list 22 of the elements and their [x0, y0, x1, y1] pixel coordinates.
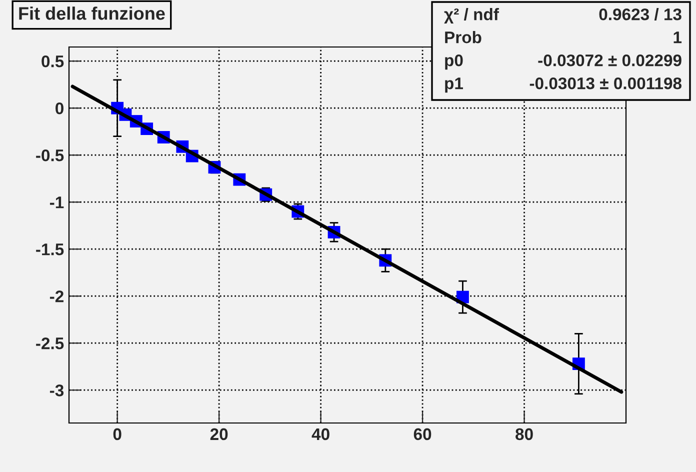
- annotation: p0: [445, 54, 463, 70]
- y-tick-label: 0.5: [42, 56, 64, 68]
- x-tick-label: 0: [113, 428, 122, 440]
- annotation: -0.03072 ± 0.02299: [538, 54, 682, 66]
- text: 1: [674, 32, 682, 44]
- annotation: p1: [445, 78, 463, 93]
- text: 0.9623 / 13: [599, 8, 682, 20]
- y-tick-label: -2.5: [36, 338, 64, 350]
- x-tick-label: 80: [516, 428, 533, 440]
- y-tick-label: -3: [50, 384, 64, 396]
- y-tick-label: 0: [56, 102, 64, 114]
- y-tick-label: -2: [50, 290, 64, 302]
- text: Prob: [445, 31, 482, 44]
- y-tick-label: -1.5: [36, 244, 64, 256]
- chart-title: Fit della funzione: [19, 6, 165, 20]
- x-tick-label: 60: [414, 428, 432, 440]
- x-tick-label: 40: [312, 428, 330, 440]
- text: χ² / ndf: [444, 8, 499, 24]
- x-tick-label: 20: [210, 428, 228, 440]
- y-tick-label: -0.5: [36, 150, 64, 162]
- y-tick-label: -1: [50, 196, 64, 208]
- annotation: -0.03013 ± 0.001198: [530, 77, 682, 90]
